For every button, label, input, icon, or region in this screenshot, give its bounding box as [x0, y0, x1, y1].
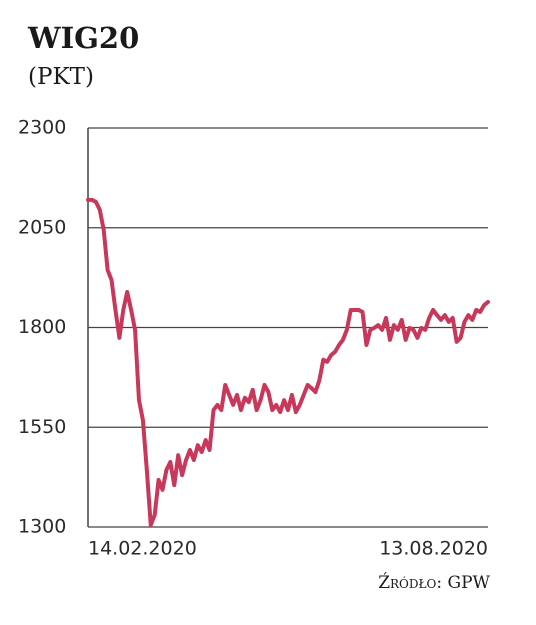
source: Źródło: GPW	[378, 572, 490, 593]
x-tick-label: 14.02.2020	[88, 538, 197, 560]
y-tick-label: 2050	[18, 216, 66, 238]
y-tick-label: 2300	[18, 117, 66, 139]
y-tick-label: 1550	[18, 416, 66, 438]
x-tick-label: 13.08.2020	[379, 538, 488, 560]
y-tick-label: 1300	[18, 516, 66, 538]
y-tick-label: 1800	[18, 316, 66, 338]
chart-subtitle: (PKT)	[28, 64, 94, 90]
line	[86, 197, 490, 527]
chart-title: WIG20	[27, 21, 139, 55]
